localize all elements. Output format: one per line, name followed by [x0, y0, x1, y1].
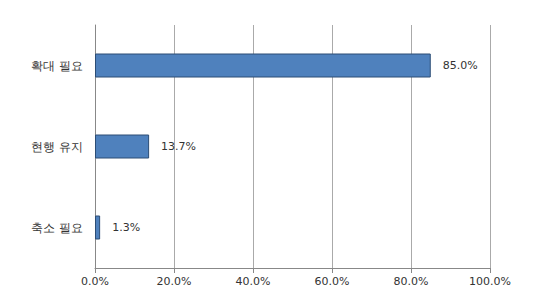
svg-text:60.0%: 60.0% [315, 275, 350, 288]
svg-text:40.0%: 40.0% [236, 275, 271, 288]
svg-text:80.0%: 80.0% [394, 275, 429, 288]
svg-text:1.3%: 1.3% [112, 221, 140, 234]
svg-text:100.0%: 100.0% [469, 275, 511, 288]
svg-text:현행 유지: 현행 유지 [31, 140, 83, 154]
svg-text:0.0%: 0.0% [81, 275, 109, 288]
svg-text:축소 필요: 축소 필요 [31, 221, 83, 235]
svg-text:85.0%: 85.0% [443, 59, 478, 72]
svg-text:확대 필요: 확대 필요 [31, 59, 83, 73]
svg-text:20.0%: 20.0% [157, 275, 192, 288]
svg-text:13.7%: 13.7% [161, 140, 196, 153]
